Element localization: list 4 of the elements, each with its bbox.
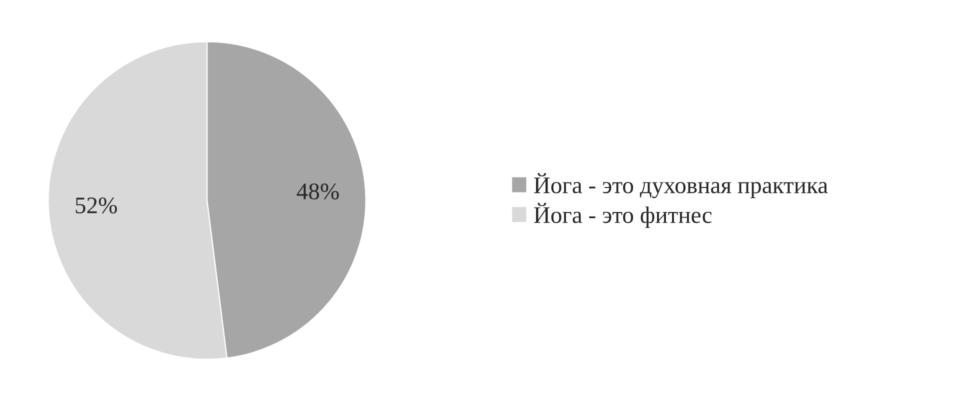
- legend-label: Йога - это духовная практика: [534, 173, 828, 198]
- data-label: 52%: [76, 197, 117, 214]
- legend-label: Йога - это фитнес: [534, 202, 712, 228]
- data-label: 48%: [296, 183, 339, 200]
